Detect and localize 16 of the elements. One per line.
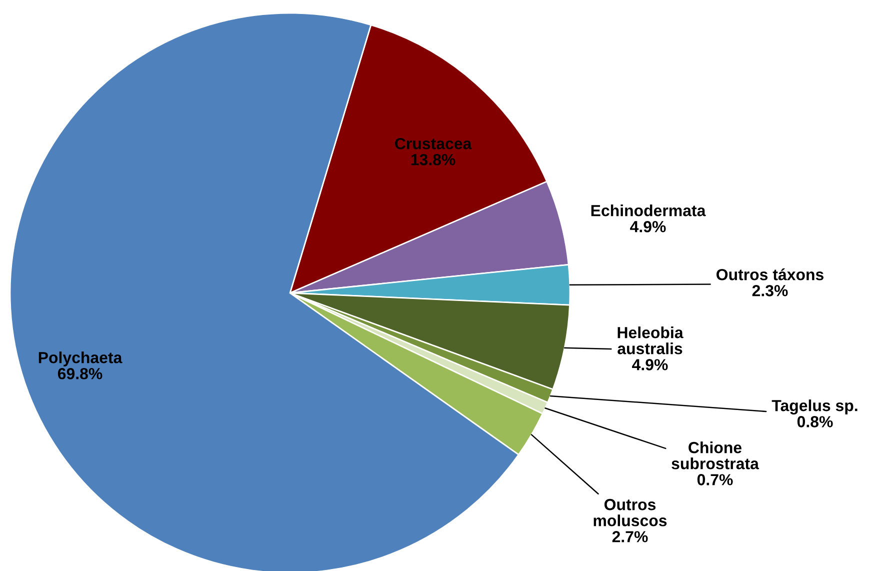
slice-label: Heleobia australis — [618, 326, 684, 354]
slice-label: Crustacea — [395, 138, 472, 150]
slice-label: Chione subrostrata — [672, 442, 760, 470]
data-label: 13.8% — [411, 154, 456, 166]
data-label: 2.7% — [612, 531, 648, 542]
slice-label: Outros moluscos — [594, 498, 667, 526]
data-label: 69.8% — [58, 368, 102, 380]
data-label: 4.9% — [630, 221, 666, 232]
slice-label: Outros táxons — [716, 268, 824, 280]
slice-label: Tagelus sp. — [772, 399, 858, 414]
data-label: 4.9% — [632, 359, 668, 370]
data-label: 2.3% — [752, 285, 788, 296]
data-label: 0.7% — [697, 474, 733, 486]
data-label: 0.8% — [797, 416, 833, 428]
slice-label: Echinodermata — [591, 204, 706, 216]
slice-label: Polychaeta — [38, 352, 122, 366]
